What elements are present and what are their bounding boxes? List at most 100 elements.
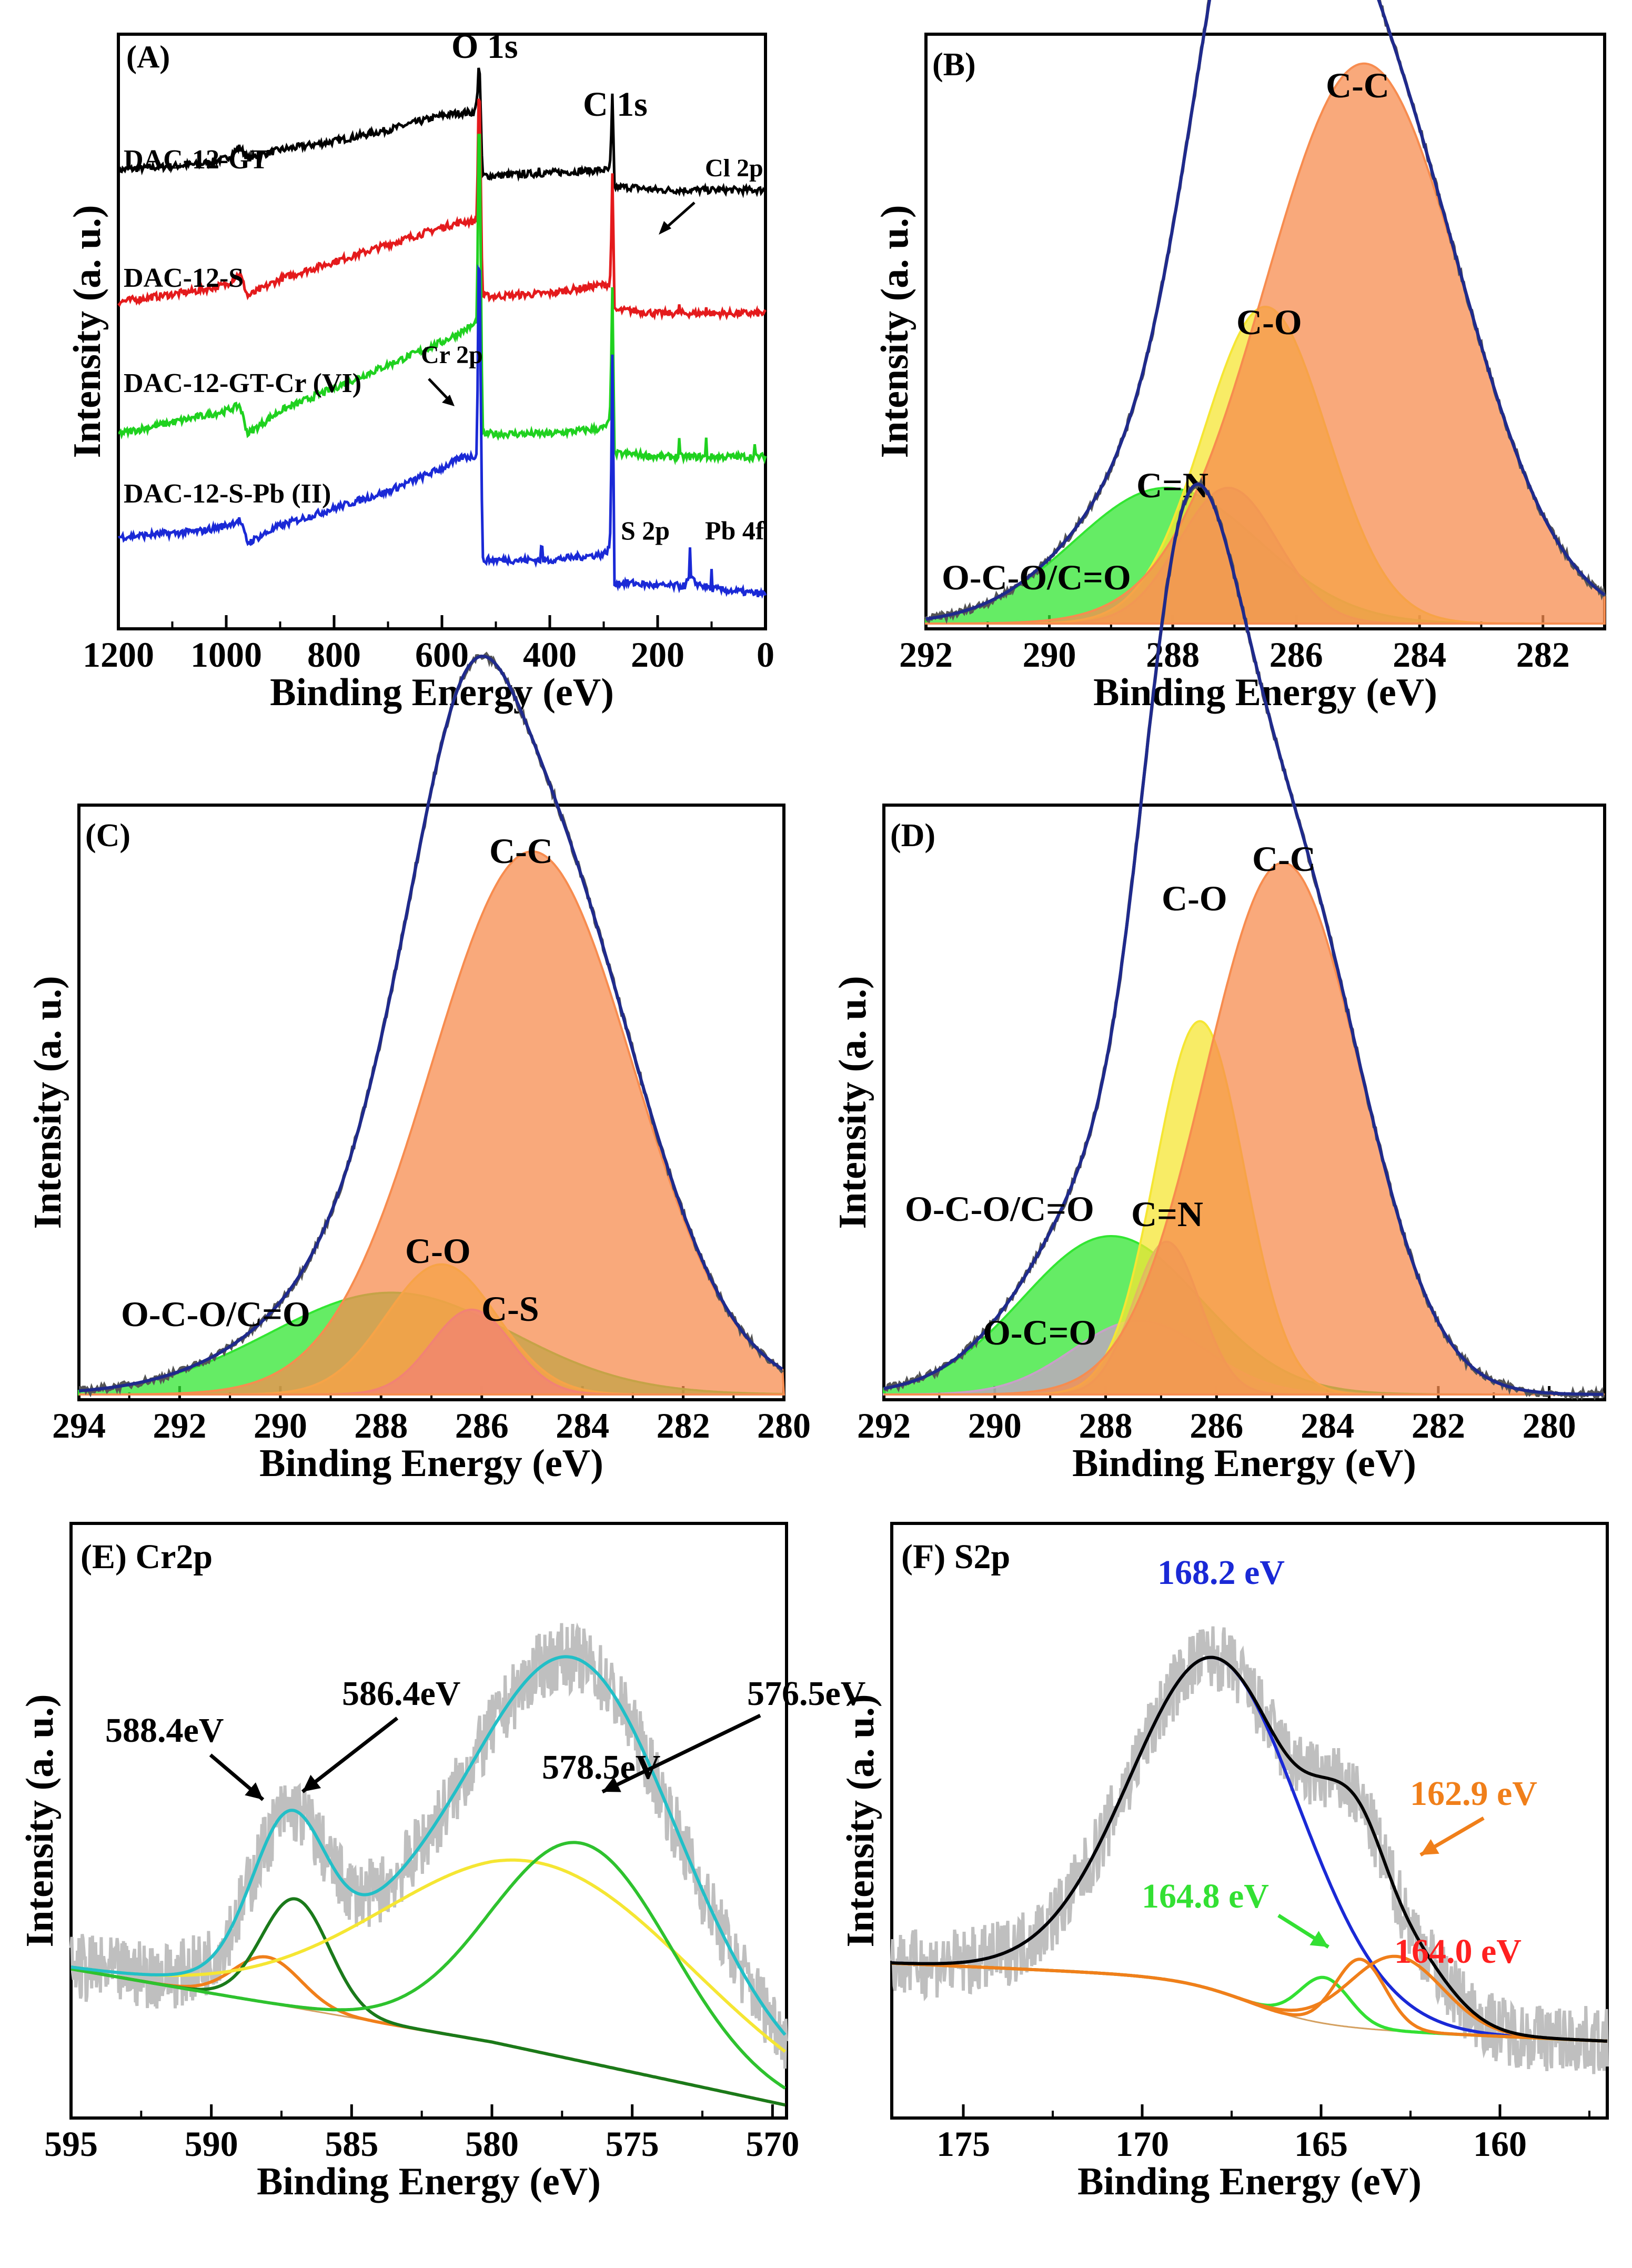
x-tick-label: 280 <box>1523 1406 1576 1446</box>
series-line-3 <box>117 264 767 599</box>
x-tick-label: 290 <box>254 1406 307 1446</box>
envelope-line <box>891 1655 1608 2043</box>
x-tick-label: 288 <box>354 1406 408 1446</box>
x-tick-label: 290 <box>968 1406 1022 1446</box>
x-tick-label: 1000 <box>190 635 262 675</box>
component-line-0 <box>891 1655 1608 2043</box>
panel-3: 294 292 290 288 286 284 282 280 Binding Energy (… <box>26 651 811 1485</box>
arrowhead <box>245 1782 263 1800</box>
x-tick-label: 282 <box>1412 1406 1465 1446</box>
x-tick-label: 1200 <box>83 635 154 675</box>
peak-label: O-C-O/C=O <box>942 557 1131 597</box>
panel-label: (F) S2p <box>901 1538 1010 1576</box>
x-tick-label: 284 <box>1301 1406 1354 1446</box>
envelope-line <box>78 655 783 1393</box>
x-tick-label: 800 <box>307 635 361 675</box>
arrowhead <box>602 1777 621 1792</box>
x-tick-label: 280 <box>757 1406 811 1446</box>
annotation-pb4f: Pb 4f <box>705 516 765 545</box>
x-tick-label: 290 <box>1023 635 1076 675</box>
panel-1: 1200 1000 800 600 400 200 0 Binding Energy (eV)… <box>66 27 774 714</box>
panel-label: (B) <box>932 47 976 83</box>
peak-label: C-C <box>1252 839 1316 879</box>
panel-label: (C) <box>85 818 130 854</box>
x-tick-label: 294 <box>52 1406 106 1446</box>
x-axis-label: Binding Energy (eV) <box>1072 1442 1416 1485</box>
x-tick-label: 0 <box>757 635 774 675</box>
panel-frame <box>882 804 1606 1401</box>
x-tick-label: 570 <box>746 2124 799 2164</box>
envelope-line <box>70 1655 787 2036</box>
peak-label: 586.4eV <box>342 1674 460 1713</box>
envelope-line <box>925 0 1606 621</box>
series-line-1 <box>117 98 767 321</box>
x-tick-label: 288 <box>1146 635 1200 675</box>
arrowhead <box>1421 1839 1439 1855</box>
arrowhead <box>659 221 671 235</box>
x-tick-label: 170 <box>1115 2124 1169 2164</box>
arrowhead <box>1309 1931 1328 1947</box>
component-line-3 <box>891 1954 1608 2043</box>
y-axis-label: Intensity (a. u.) <box>831 976 874 1229</box>
x-tick-label: 286 <box>1190 1406 1243 1446</box>
component-peak-3 <box>925 62 1606 625</box>
peak-label: C-C <box>489 831 553 871</box>
panel-label: (E) Cr2p <box>80 1538 213 1576</box>
raw-data-line <box>69 1622 788 2069</box>
arrowhead <box>303 1774 321 1792</box>
legend-label: DAC-12-GT <box>124 145 268 175</box>
component-line-3 <box>70 1841 786 2090</box>
x-tick-label: 282 <box>657 1406 710 1446</box>
annotation-cl2p: Cl 2p <box>705 154 763 182</box>
x-tick-label: 286 <box>1270 635 1323 675</box>
annotation-o1s: O 1s <box>451 27 518 66</box>
annotation-s2p: S 2p <box>621 516 670 545</box>
panel-6: 175 170 165 160 Binding Energy (eV) Intensity… <box>839 1522 1609 2203</box>
x-axis-label: Binding Energy (eV) <box>257 2160 601 2203</box>
arrowhead <box>442 395 455 406</box>
peak-label: C-O <box>1162 878 1227 918</box>
legend-label: DAC-12-S-Pb (II) <box>124 479 331 509</box>
x-tick-label: 292 <box>153 1406 206 1446</box>
panel-frame <box>924 33 1606 630</box>
annotation-c1s: C 1s <box>583 85 648 124</box>
x-tick-label: 160 <box>1473 2124 1527 2164</box>
peak-label: 578.5eV <box>542 1748 660 1787</box>
x-tick-label: 282 <box>1516 635 1570 675</box>
x-tick-label: 200 <box>631 635 684 675</box>
panel-label: (D) <box>890 818 935 854</box>
series-line-2 <box>118 134 767 466</box>
y-axis-label: Intensity (a. u.) <box>66 205 109 458</box>
peak-label: O-C=O <box>983 1312 1096 1352</box>
panel-4: 292 290 288 286 284 282 280 Binding Energy (eV)… <box>831 477 1606 1485</box>
annotation-cr2p: Cr 2p <box>421 341 483 369</box>
series-line-0 <box>117 67 767 198</box>
x-tick-label: 284 <box>556 1406 609 1446</box>
peak-label: 162.9 eV <box>1410 1774 1537 1813</box>
y-axis-label: Intensity (a. u.) <box>26 976 69 1229</box>
x-tick-label: 292 <box>857 1406 911 1446</box>
peak-label: 576.5eV <box>747 1674 865 1713</box>
x-tick-label: 292 <box>899 635 953 675</box>
peak-label: 164.8 eV <box>1142 1877 1269 1915</box>
legend-label: DAC-12-S <box>124 263 244 293</box>
peak-label: 588.4eV <box>105 1711 224 1750</box>
component-line-2 <box>70 1858 787 2053</box>
peak-label: C=N <box>1131 1194 1203 1234</box>
peak-label: C-S <box>481 1289 539 1329</box>
panel-label: (A) <box>126 39 170 74</box>
x-tick-label: 590 <box>185 2124 238 2164</box>
x-tick-label: 585 <box>325 2124 378 2164</box>
peak-label: C-O <box>405 1231 471 1271</box>
x-axis-label: Binding Energy (eV) <box>270 671 614 714</box>
panel-frame <box>69 1522 788 2120</box>
panel-5: 595 590 585 580 575 570 Binding Energy (eV) Int… <box>18 1522 865 2203</box>
peak-label: O-C-O/C=O <box>905 1189 1094 1229</box>
x-tick-label: 288 <box>1079 1406 1133 1446</box>
peak-label: C-O <box>1236 302 1302 342</box>
peak-label: 168.2 eV <box>1157 1553 1285 1592</box>
x-tick-label: 165 <box>1294 2124 1348 2164</box>
x-axis-label: Binding Energy (eV) <box>1077 2160 1422 2203</box>
x-tick-label: 400 <box>523 635 577 675</box>
